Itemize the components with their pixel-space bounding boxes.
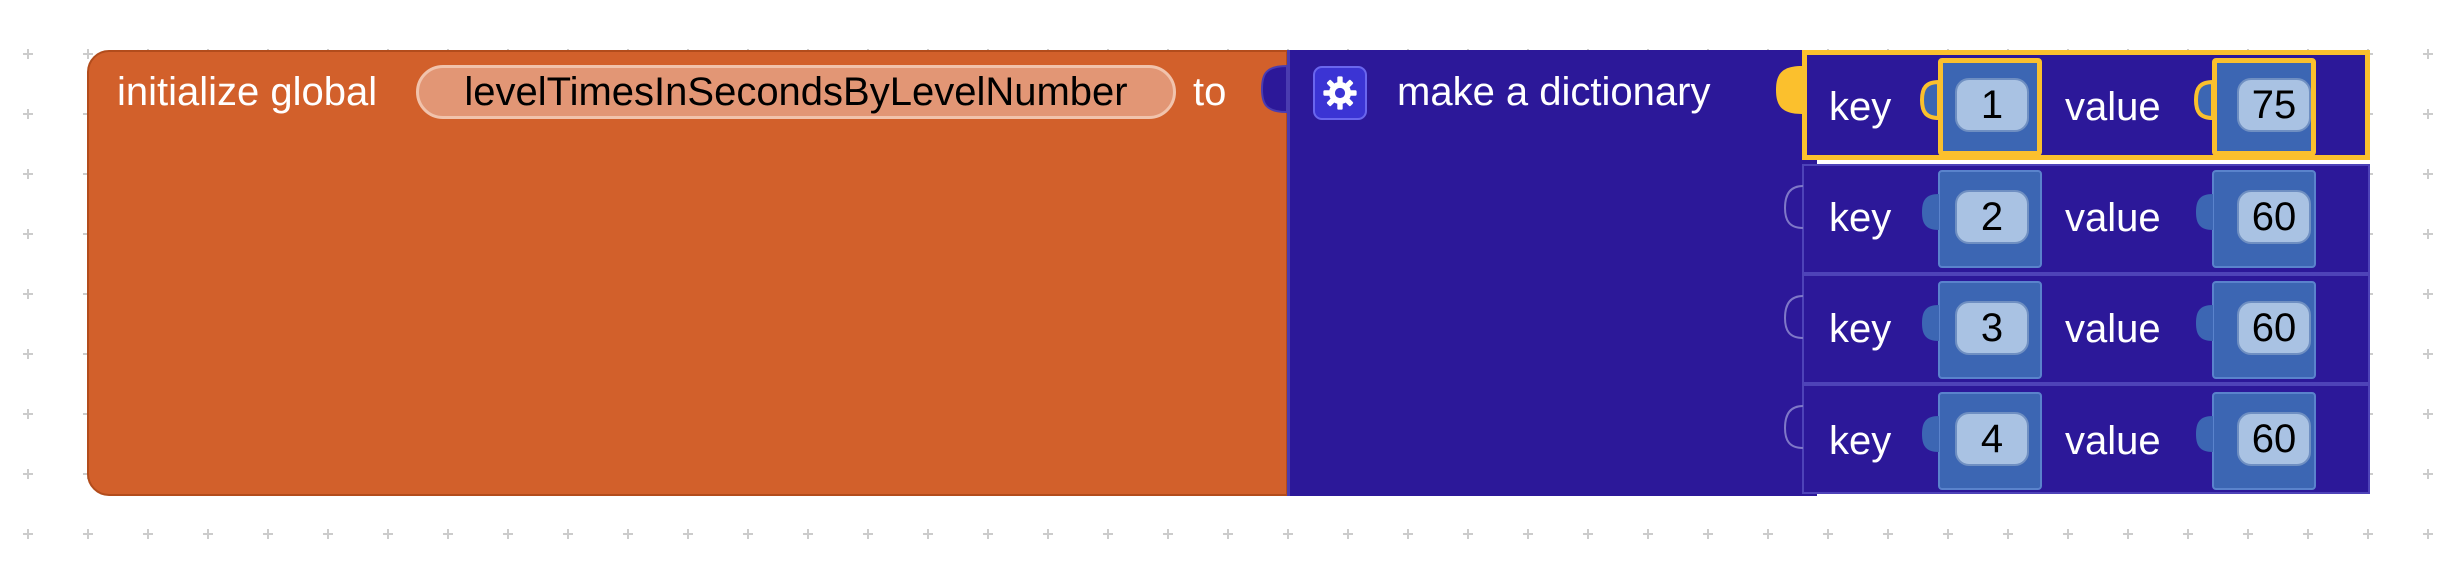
pair-value-label-1: value (2065, 85, 2161, 129)
make-a-dictionary-block[interactable] (1287, 50, 1817, 496)
value-number-field-1[interactable]: 75 (2237, 78, 2311, 132)
gear-icon (1323, 76, 1357, 110)
pair-value-label-3: value (2065, 307, 2161, 351)
key-number-field-4[interactable]: 4 (1955, 412, 2029, 466)
initialize-global-label: initialize global (117, 70, 378, 114)
grid-marks (23, 49, 2433, 539)
value-number-field-2[interactable]: 60 (2237, 190, 2311, 244)
pair-key-label-4: key (1829, 419, 1892, 463)
value-number-field-3[interactable]: 60 (2237, 301, 2311, 355)
pair-value-label-2: value (2065, 196, 2161, 240)
pair-key-label-2: key (1829, 196, 1892, 240)
pair-value-label-4: value (2065, 419, 2161, 463)
value-number-field-4[interactable]: 60 (2237, 412, 2311, 466)
key-number-field-3[interactable]: 3 (1955, 301, 2029, 355)
pair-key-label-1: key (1829, 85, 1892, 129)
key-number-field-2[interactable]: 2 (1955, 190, 2029, 244)
global-variable-name-field[interactable]: levelTimesInSecondsByLevelNumber (416, 65, 1176, 119)
pair-key-label-3: key (1829, 307, 1892, 351)
mutator-gear-button[interactable] (1313, 66, 1367, 120)
initialize-global-block[interactable] (87, 50, 1288, 496)
key-number-field-1[interactable]: 1 (1955, 78, 2029, 132)
to-label: to (1193, 70, 1227, 114)
make-a-dictionary-label: make a dictionary (1397, 70, 1711, 114)
